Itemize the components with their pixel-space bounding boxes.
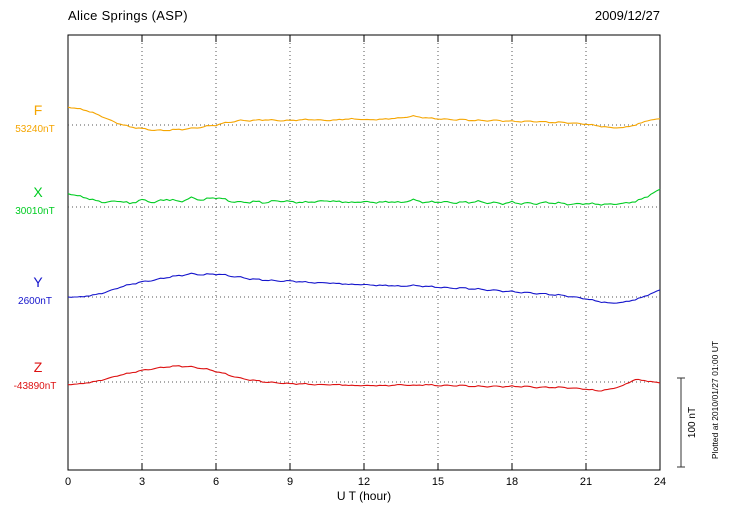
- plotted-at-note: Plotted at 2010/01/27 01:00 UT: [710, 341, 720, 459]
- x-tick-label: 0: [65, 476, 71, 488]
- trace-X: [67, 188, 661, 206]
- x-tick-label: 6: [213, 476, 219, 488]
- x-tick-label: 9: [287, 476, 293, 488]
- scale-bar-label: 100 nT: [687, 407, 698, 438]
- baseline-value-F: 53240nT: [15, 124, 55, 135]
- x-tick-label: 12: [358, 476, 370, 488]
- station-title: Alice Springs (ASP): [68, 8, 188, 23]
- component-label-Z: Z: [33, 359, 43, 375]
- baseline-value-Y: 2600nT: [18, 296, 52, 307]
- baseline-value-Z: -43890nT: [13, 381, 57, 392]
- component-label-Y: Y: [33, 274, 43, 290]
- x-tick-label: 21: [580, 476, 592, 488]
- x-tick-label: 18: [506, 476, 518, 488]
- plot-frame: [67, 34, 661, 471]
- trace-F: [67, 106, 661, 132]
- x-axis-label: U T (hour): [336, 489, 392, 503]
- component-label-F: F: [33, 102, 43, 118]
- x-tick-label: 3: [139, 476, 145, 488]
- trace-Z: [68, 365, 661, 392]
- x-tick-label: 15: [432, 476, 444, 488]
- x-tick-label: 24: [654, 476, 666, 488]
- trace-Y: [67, 272, 661, 304]
- component-label-X: X: [33, 184, 43, 200]
- baseline-value-X: 30010nT: [15, 206, 55, 217]
- plot-date: 2009/12/27: [594, 8, 660, 23]
